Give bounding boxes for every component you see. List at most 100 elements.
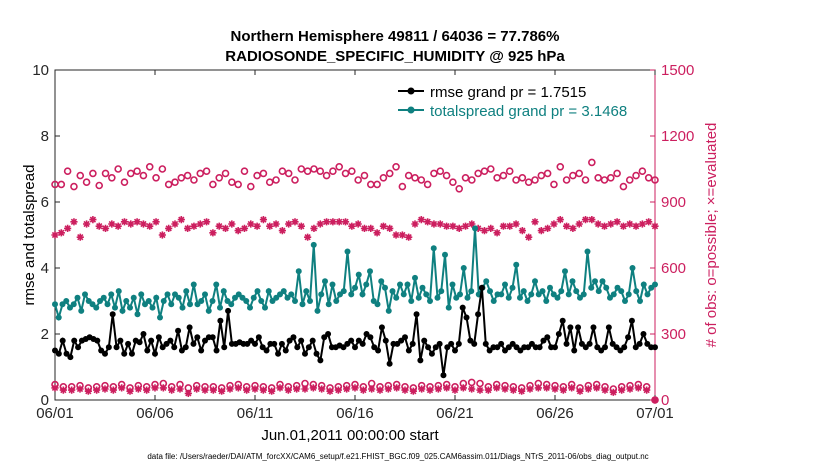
totalspread-point xyxy=(322,278,328,285)
obs-evaluated-marker xyxy=(594,220,602,228)
totalspread-point xyxy=(457,291,463,298)
rmse-point xyxy=(498,340,505,347)
obs-bottom-evaluated-marker xyxy=(176,385,184,393)
obs-possible-marker xyxy=(449,178,457,186)
obs-possible-marker xyxy=(461,174,470,182)
rmse-point xyxy=(121,350,128,357)
rmse-point xyxy=(325,331,332,337)
obs-bottom-evaluated-marker xyxy=(459,384,467,392)
obs-evaluated-marker xyxy=(607,220,615,228)
rmse-point xyxy=(109,311,116,318)
obs-bottom-evaluated-marker xyxy=(101,385,109,393)
rmse-point xyxy=(194,334,201,341)
rmse-point xyxy=(275,350,282,357)
totalspread-point xyxy=(513,261,520,268)
rmse-point xyxy=(605,324,612,331)
obs-bottom-evaluated-marker xyxy=(168,386,176,394)
totalspread-point xyxy=(408,298,415,304)
obs-possible-marker xyxy=(228,178,236,186)
totalspread-point xyxy=(190,281,197,288)
rmse-point xyxy=(382,337,389,344)
rmse-point xyxy=(428,350,435,357)
obs-evaluated-marker xyxy=(171,220,179,228)
obs-bottom-evaluated-marker xyxy=(568,384,576,392)
totalspread-point xyxy=(202,291,208,298)
rmse-point xyxy=(402,334,408,341)
y-axis-left-label: rmse and totalspread xyxy=(21,165,38,306)
obs-evaluated-marker xyxy=(493,229,501,237)
obs-evaluated-marker xyxy=(228,220,236,228)
y-left-tick-label: 4 xyxy=(41,260,49,277)
obs-bottom-evaluated-marker xyxy=(209,386,217,394)
totalspread-point xyxy=(547,284,553,291)
rmse-point xyxy=(55,350,62,357)
rmse-point xyxy=(298,337,305,344)
obs-possible-marker xyxy=(524,178,533,186)
obs-possible-marker xyxy=(480,167,489,175)
totalspread-point xyxy=(393,294,400,301)
totalspread-point xyxy=(310,241,317,248)
obs-possible-marker xyxy=(76,171,85,180)
obs-possible-marker xyxy=(259,169,268,178)
totalspread-point xyxy=(292,298,298,304)
obs-evaluated-marker xyxy=(89,216,97,224)
obs-bottom-evaluated-marker xyxy=(51,384,59,392)
rmse-point xyxy=(117,337,124,344)
obs-evaluated-series xyxy=(51,216,659,241)
totalspread-point xyxy=(498,291,505,298)
obs-possible-marker xyxy=(101,169,110,178)
obs-evaluated-marker xyxy=(247,220,255,228)
obs-evaluated-marker xyxy=(512,220,520,228)
legend-rmse-marker xyxy=(407,87,415,95)
obs-evaluated-marker xyxy=(632,222,640,230)
totalspread-point xyxy=(580,291,587,298)
rmse-point xyxy=(140,331,147,337)
y-right-tick-label: 0 xyxy=(661,392,669,409)
totalspread-point xyxy=(595,288,602,295)
obs-evaluated-marker xyxy=(398,231,406,239)
totalspread-point xyxy=(70,301,77,308)
obs-evaluated-marker xyxy=(600,222,609,230)
rmse-point xyxy=(636,340,643,347)
y-right-tick-label: 600 xyxy=(661,260,686,277)
obs-bottom-evaluated-marker xyxy=(351,384,359,392)
x-tick-label: 06/16 xyxy=(336,405,374,422)
obs-evaluated-marker xyxy=(386,224,394,232)
obs-possible-marker xyxy=(278,167,287,175)
x-tick-label: 06/11 xyxy=(237,405,273,422)
totalspread-point xyxy=(565,291,572,298)
obs-evaluated-marker xyxy=(152,218,160,226)
totalspread-point xyxy=(528,291,535,298)
obs-evaluated-marker xyxy=(322,218,331,226)
obs-evaluated-marker xyxy=(310,224,318,232)
obs-possible-marker xyxy=(588,158,596,167)
obs-possible-marker xyxy=(341,169,350,178)
obs-evaluated-marker xyxy=(354,220,362,228)
obs-bottom-evaluated-marker xyxy=(293,385,301,393)
totalspread-point xyxy=(187,301,193,308)
obs-evaluated-marker xyxy=(202,218,211,226)
rmse-point xyxy=(94,337,101,344)
totalspread-point xyxy=(629,265,636,271)
rmse-point xyxy=(405,347,412,354)
rmse-point xyxy=(221,344,228,351)
rmse-point xyxy=(482,340,489,347)
obs-evaluated-marker xyxy=(468,220,476,228)
y-right-tick-label: 1200 xyxy=(661,128,694,145)
obs-evaluated-marker xyxy=(101,224,110,232)
y-right-tick-label: 300 xyxy=(661,326,686,343)
y-left-tick-label: 0 xyxy=(41,392,49,409)
obs-bottom-evaluated-marker xyxy=(309,384,317,392)
obs-possible-marker xyxy=(253,171,261,180)
obs-evaluated-marker xyxy=(165,224,173,232)
rmse-point xyxy=(567,324,574,331)
x-tick-label: 06/06 xyxy=(136,405,174,422)
obs-possible-marker xyxy=(348,167,356,175)
obs-bottom-evaluated-marker xyxy=(276,384,284,392)
totalspread-point xyxy=(460,265,467,271)
totalspread-point xyxy=(355,271,362,278)
totalspread-point xyxy=(573,288,580,295)
totalspread-point xyxy=(445,304,452,311)
rmse-point xyxy=(586,340,593,347)
rmse-point xyxy=(302,350,308,357)
